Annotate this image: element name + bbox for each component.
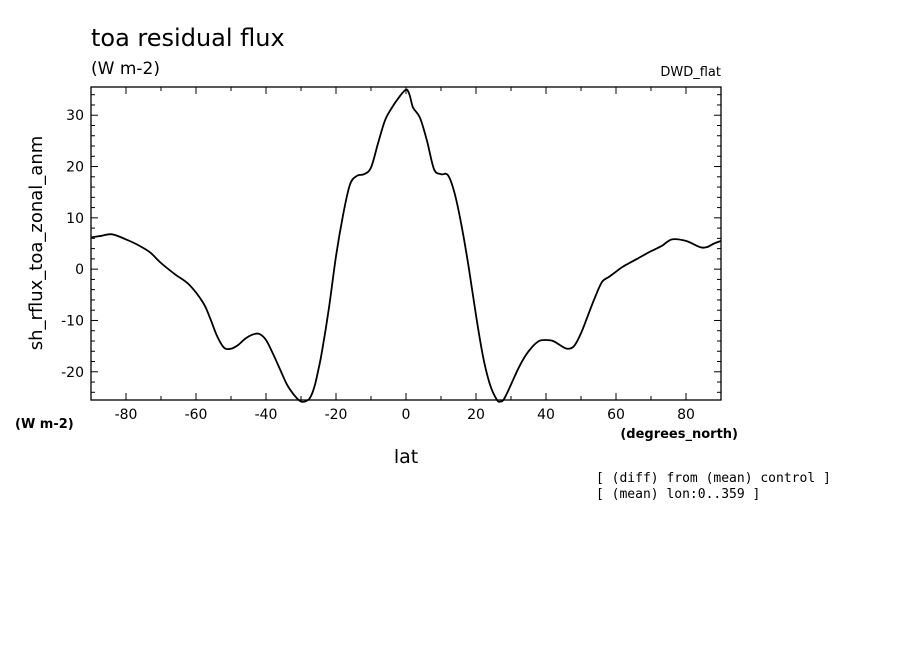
y-tick-label: -20: [61, 365, 84, 381]
x-tick-label: 0: [402, 407, 411, 423]
y-tick-labels: -20 -10 0 10 20 30: [61, 108, 84, 381]
y-axis-units: (W m-2): [15, 417, 74, 432]
note-mean: [ (mean) lon:0..359 ]: [596, 487, 760, 502]
y-axis-label: sh_rflux_toa_zonal_anm: [26, 136, 47, 351]
plot-frame: [90, 86, 722, 401]
x-tick-label: -20: [325, 407, 348, 423]
axis-ticks: [90, 87, 722, 400]
x-tick-label: 40: [537, 407, 555, 423]
x-axis-units: (degrees_north): [620, 427, 738, 442]
series-line: [90, 88, 722, 403]
x-tick-labels: -80 -60 -40 -20 0 20 40 60 80: [115, 407, 695, 423]
note-diff: [ (diff) from (mean) control ]: [596, 471, 831, 486]
y-tick-label: 20: [66, 160, 84, 176]
x-tick-label: 20: [467, 407, 485, 423]
x-tick-label: 60: [607, 407, 625, 423]
chart-title: toa residual flux: [91, 24, 285, 52]
x-axis-label: lat: [394, 446, 418, 468]
y-tick-label: 10: [66, 211, 84, 227]
y-tick-label: 30: [66, 108, 84, 124]
chart-title-units: (W m-2): [91, 59, 160, 79]
y-tick-label: -10: [61, 313, 84, 329]
x-tick-label: -60: [185, 407, 208, 423]
x-tick-label: -80: [115, 407, 138, 423]
x-tick-label: 80: [677, 407, 695, 423]
y-tick-label: 0: [75, 262, 84, 278]
x-tick-label: -40: [255, 407, 278, 423]
dataset-label: DWD_flat: [660, 65, 721, 80]
